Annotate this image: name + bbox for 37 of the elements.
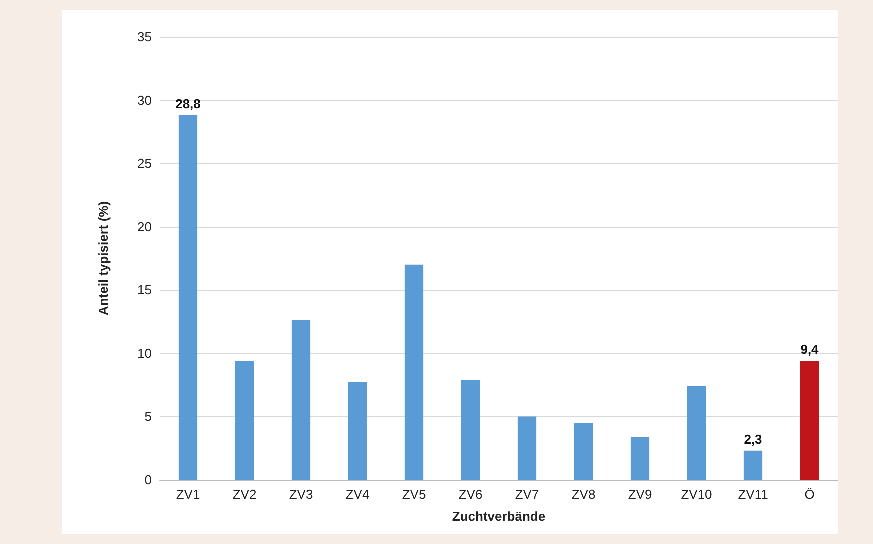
data-label: 2,3 [744,432,762,447]
bar [800,361,820,480]
x-tick-label: ZV7 [515,487,540,502]
x-tick-label: ZV10 [681,487,712,502]
bar [348,382,368,480]
x-axis-title: Zuchtverbände [452,509,546,524]
x-tick-label: ZV6 [458,487,483,502]
bar [235,361,254,480]
bar [630,436,650,480]
bar [687,386,706,480]
y-tick-label: 30 [138,92,152,108]
bar [744,450,763,480]
bar [518,416,537,480]
y-tick-label: 20 [138,219,152,234]
x-tick-label: ZV3 [289,487,314,502]
y-tick-label: 15 [138,282,152,298]
data-label: 9,4 [800,342,820,358]
y-tick-label: 25 [138,156,152,172]
x-tick-label: ZV9 [628,487,652,502]
bar [178,115,198,480]
bar [461,380,480,480]
x-tick-label: ZV4 [346,487,370,502]
bar [292,320,311,480]
bar [574,423,594,480]
x-tick-label: ZV8 [572,487,596,502]
y-tick-label: 35 [138,30,152,44]
bar [404,264,424,480]
x-tick-label: ZV5 [402,487,426,502]
y-tick-label: 5 [144,409,152,424]
x-tick-label: ZV1 [176,487,200,502]
y-tick-label: 10 [138,346,152,361]
y-axis-title: Anteil typisiert (%) [96,201,111,316]
x-tick-label: ZV11 [738,487,768,502]
x-tick-label: ZV2 [232,487,257,502]
x-tick-label: Ö [804,487,815,502]
data-label: 28,8 [176,96,201,112]
y-tick-label: 0 [144,472,152,488]
